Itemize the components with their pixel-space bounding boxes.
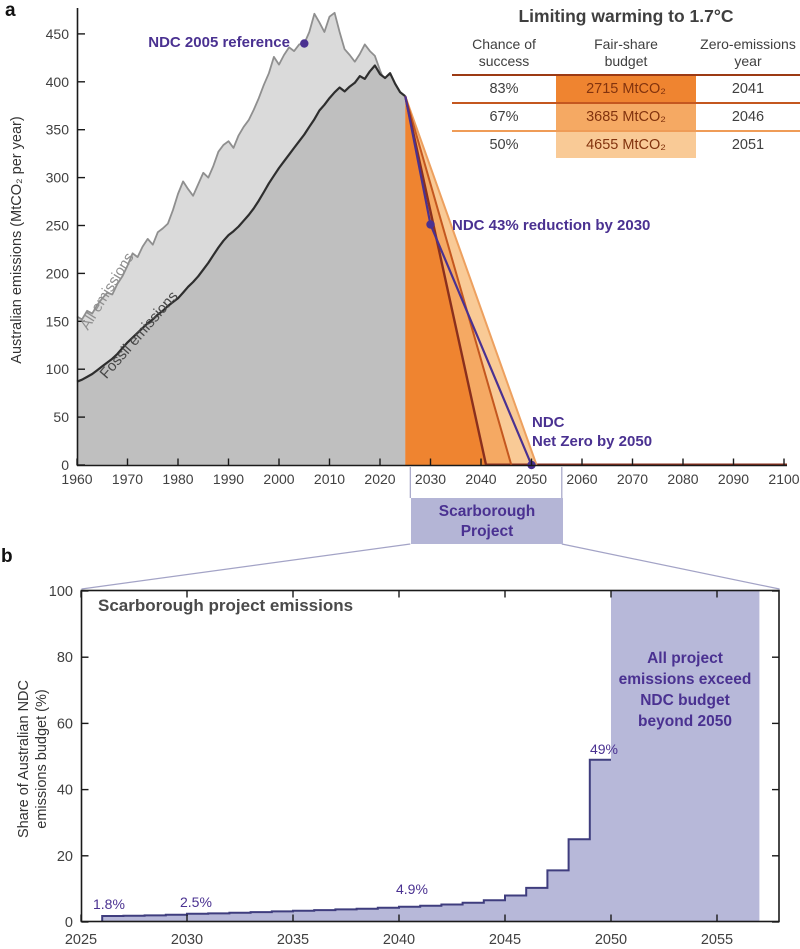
table-separator (452, 130, 800, 132)
svg-text:0: 0 (65, 915, 73, 931)
svg-text:2060: 2060 (566, 471, 597, 487)
svg-text:2000: 2000 (263, 471, 294, 487)
table-separator (452, 74, 800, 76)
svg-text:250: 250 (46, 218, 70, 234)
svg-text:300: 300 (46, 170, 70, 186)
svg-text:2070: 2070 (617, 471, 648, 487)
svg-text:2030: 2030 (415, 471, 446, 487)
table-cell-budget: 2715 MtCO₂ (556, 76, 696, 102)
budget-table-title: Limiting warming to 1.7°C (518, 6, 734, 26)
svg-text:100: 100 (46, 361, 70, 377)
svg-text:2100: 2100 (768, 471, 799, 487)
table-cell-year: 2051 (731, 137, 765, 153)
pct-label-2030: 2.5% (180, 894, 212, 910)
svg-text:350: 350 (46, 122, 70, 138)
svg-text:2080: 2080 (667, 471, 698, 487)
svg-text:40: 40 (57, 783, 73, 799)
svg-text:20: 20 (57, 849, 73, 865)
svg-text:1970: 1970 (112, 471, 143, 487)
col-header-budget: Fair-share budget (594, 36, 658, 69)
budget-table-grid: Chance of success Fair-share budget Zero… (452, 36, 800, 158)
svg-text:2035: 2035 (277, 932, 309, 948)
svg-text:150: 150 (46, 313, 70, 329)
panel-b-plot (101, 591, 760, 922)
col-header-year: Zero-emissions year (700, 36, 796, 69)
table-cell-year: 2046 (731, 109, 765, 125)
table-cell-year: 2041 (731, 81, 765, 97)
pathway-line-83% (404, 95, 488, 466)
svg-text:1980: 1980 (162, 471, 193, 487)
panel-a-plot (76, 11, 787, 470)
svg-text:2045: 2045 (489, 932, 521, 948)
panel-a-ylabel: Australian emissions (MtCO₂ per year) (9, 116, 25, 364)
pathway-line-67% (404, 95, 513, 466)
svg-text:2010: 2010 (314, 471, 345, 487)
pct-label-2040: 4.9% (396, 881, 428, 897)
budget-table: Limiting warming to 1.7°C Chance of succ… (452, 6, 800, 158)
table-cell-chance: 50% (489, 137, 519, 153)
scarborough-project-band: Scarborough Project (411, 498, 563, 544)
ndc-2030-annotation: NDC 43% reduction by 2030 (452, 217, 651, 234)
panel-a-axes: 1960 1970 1980 1990 2000 2010 2020 2030 2040 2050… (46, 8, 800, 487)
pathway-line-50% (404, 95, 538, 466)
svg-text:60: 60 (57, 716, 73, 732)
svg-text:100: 100 (49, 584, 73, 600)
svg-text:2025: 2025 (65, 932, 97, 948)
svg-text:0: 0 (61, 457, 69, 473)
ndc-2005-reference-annotation: NDC 2005 reference (148, 34, 290, 51)
svg-text:450: 450 (46, 26, 70, 42)
zoom-connector-lines (81, 467, 780, 590)
fossil-emissions-area (77, 65, 406, 466)
panel-a-letter: a (5, 0, 16, 21)
table-cell-chance: 83% (489, 81, 519, 97)
project-share-step-area (102, 759, 611, 922)
table-cell-chance: 67% (489, 109, 519, 125)
table-cell-budget: 4655 MtCO₂ (556, 132, 696, 158)
col-header-chance: Chance of success (472, 36, 536, 69)
svg-text:2055: 2055 (701, 932, 733, 948)
exceed-budget-region (611, 591, 760, 922)
svg-text:2030: 2030 (171, 932, 203, 948)
svg-text:50: 50 (53, 409, 69, 425)
exceed-budget-annotation: All project emissions exceed NDC budget … (618, 650, 752, 730)
pct-label-2026: 1.8% (93, 896, 125, 912)
panel-b-title: Scarborough project emissions (98, 596, 354, 615)
pct-label-2049: 49% (589, 741, 618, 757)
panel-b-ylabel: Share of Australian NDC emissions budget… (16, 680, 50, 838)
svg-text:1960: 1960 (61, 471, 92, 487)
svg-text:2050: 2050 (516, 471, 547, 487)
svg-text:2040: 2040 (383, 932, 415, 948)
svg-text:2020: 2020 (364, 471, 395, 487)
ndc-net-zero-annotation: NDC Net Zero by 2050 (532, 414, 653, 450)
svg-text:2040: 2040 (465, 471, 496, 487)
table-cell-budget: 3685 MtCO₂ (556, 104, 696, 130)
table-separator (452, 102, 800, 104)
panel-b-letter: b (1, 546, 13, 567)
svg-text:2050: 2050 (595, 932, 627, 948)
svg-text:80: 80 (57, 650, 73, 666)
svg-text:200: 200 (46, 265, 70, 281)
svg-text:400: 400 (46, 74, 70, 90)
ndc-marker (300, 39, 309, 48)
svg-text:2090: 2090 (718, 471, 749, 487)
ndc-marker (426, 220, 435, 229)
svg-text:1990: 1990 (213, 471, 244, 487)
